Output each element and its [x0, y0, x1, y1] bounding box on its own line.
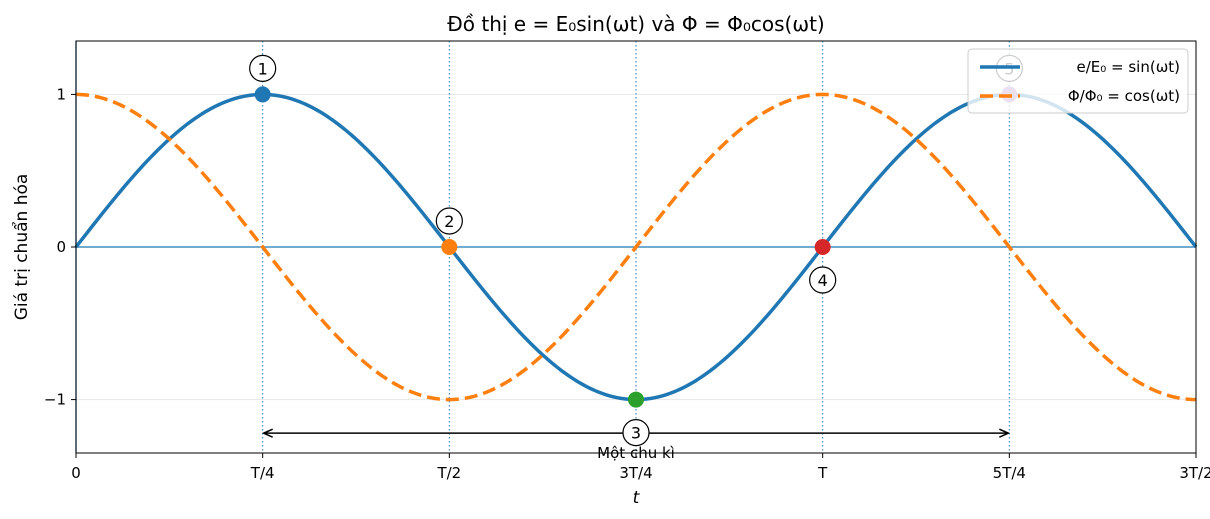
marker-badge-label: 1 [258, 59, 268, 78]
point-marker-1 [254, 86, 271, 103]
x-tick-label: T/2 [436, 464, 461, 482]
legend-label-1: e/E₀ = sin(ωt) [1076, 58, 1180, 76]
x-tick-label: T/4 [250, 464, 275, 482]
x-tick-label: T [817, 464, 828, 482]
markers-layer: 12345 [249, 54, 1023, 447]
x-tick-label: 0 [71, 464, 81, 482]
chart-title: Đồ thị e = E₀sin(ωt) và Φ = Φ₀cos(ωt) [447, 12, 824, 36]
legend: e/E₀ = sin(ωt) Φ/Φ₀ = cos(ωt) [967, 48, 1189, 114]
y-tick-label: 0 [56, 238, 66, 256]
period-arrow-head-left [261, 428, 273, 438]
marker-badge-circle [809, 266, 837, 294]
ticks-layer: 1 0 −1 0 T/4 T/2 3T/4 T 5T/4 3T/2 [44, 85, 1210, 482]
period-arrow-head-right [999, 428, 1011, 438]
x-axis-label: t [633, 488, 641, 508]
point-marker-4 [814, 239, 831, 255]
legend-label-2: Φ/Φ₀ = cos(ωt) [1068, 87, 1180, 105]
series-line-2 [75, 92, 1197, 402]
y-tick-label: 1 [56, 85, 66, 103]
x-tick-label: 3T/2 [1179, 464, 1210, 482]
marker-badge-circle [249, 54, 277, 83]
marker-badge-label: 4 [818, 271, 828, 290]
y-tick-label: −1 [44, 391, 66, 409]
marker-badge-circle [435, 207, 463, 235]
y-axis-label: Giá trị chuẩn hóa [11, 174, 32, 321]
marker-badge-label: 2 [444, 212, 454, 231]
legend-box [967, 48, 1189, 114]
x-tick-label: 3T/4 [619, 464, 652, 482]
point-marker-3 [628, 391, 644, 408]
marker-badge-label: 3 [631, 424, 641, 443]
marker-badge-circle [622, 418, 650, 447]
point-marker-2 [441, 239, 458, 255]
x-tick-label: 5T/4 [993, 464, 1026, 482]
